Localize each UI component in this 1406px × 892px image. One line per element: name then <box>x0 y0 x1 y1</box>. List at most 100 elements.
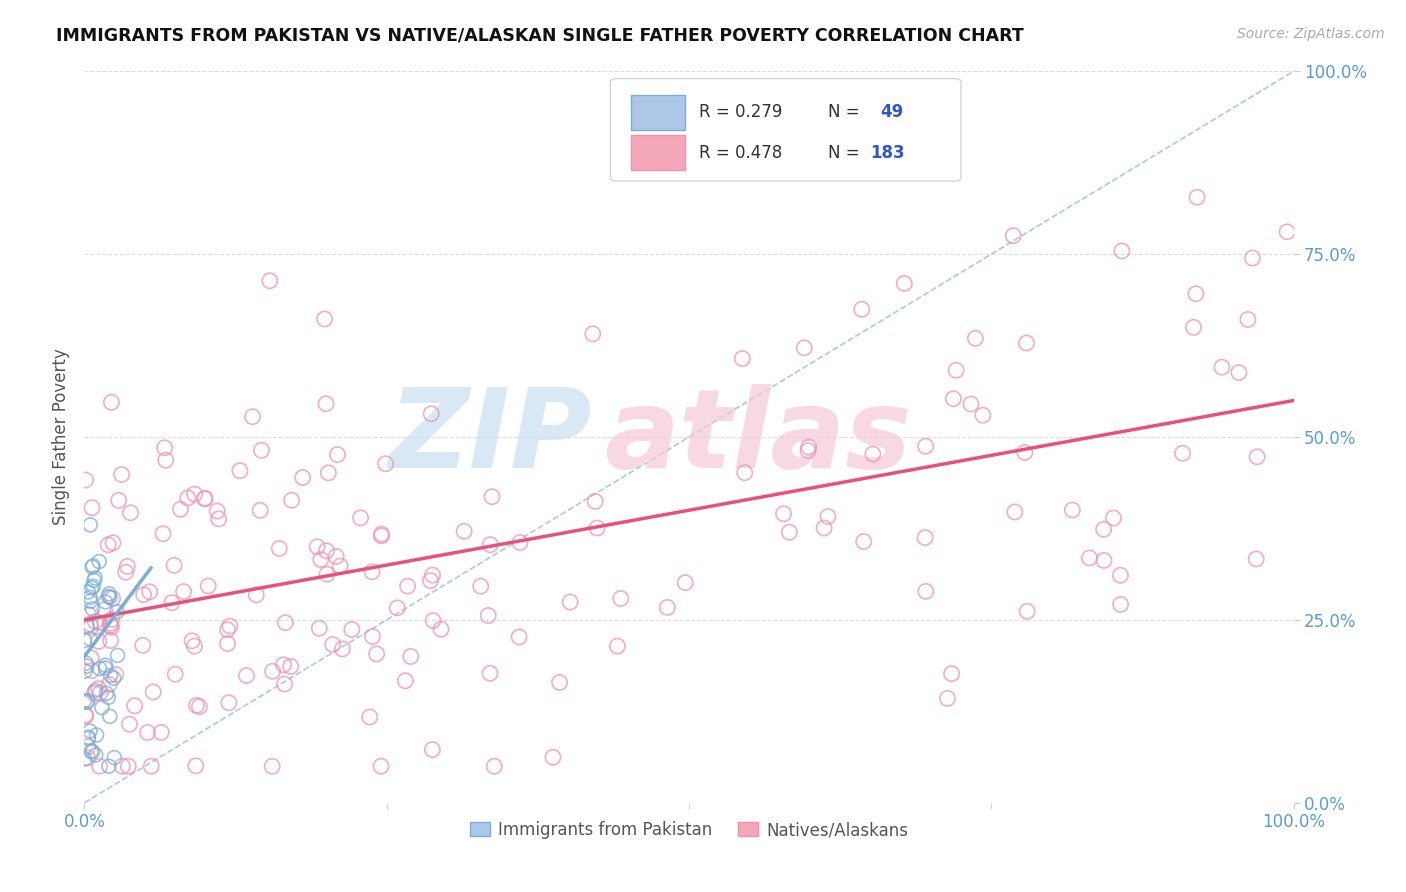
Point <box>1062 503 1084 517</box>
Point <box>75 656 97 670</box>
Point <box>97 759 120 773</box>
Point <box>132 638 155 652</box>
Point <box>103 671 125 685</box>
Point <box>893 277 915 291</box>
Point <box>322 638 344 652</box>
Point <box>387 600 409 615</box>
Legend: Immigrants from Pakistan, Natives/Alaskans: Immigrants from Pakistan, Natives/Alaska… <box>464 814 914 846</box>
Point <box>259 274 281 288</box>
Point <box>1111 244 1133 258</box>
Point <box>82 560 104 574</box>
Point <box>79 591 101 605</box>
Point <box>94 661 117 675</box>
Point <box>79 632 101 646</box>
Point <box>82 745 104 759</box>
Point <box>1109 598 1132 612</box>
Point <box>96 686 118 700</box>
Point <box>419 574 441 588</box>
Point <box>132 588 155 602</box>
Point <box>100 395 122 409</box>
Point <box>309 552 332 566</box>
Point <box>470 579 492 593</box>
Point <box>82 602 104 616</box>
Point <box>101 536 124 550</box>
Text: ZIP: ZIP <box>388 384 592 491</box>
Point <box>73 752 96 766</box>
Point <box>245 588 267 602</box>
Point <box>82 558 104 573</box>
Point <box>1109 568 1132 582</box>
Point <box>242 409 264 424</box>
Point <box>100 633 122 648</box>
Point <box>94 595 117 609</box>
Point <box>422 568 444 582</box>
Point <box>97 690 120 705</box>
Point <box>422 614 444 628</box>
Point <box>972 408 994 422</box>
Point <box>291 470 314 484</box>
Point <box>87 634 110 648</box>
Point <box>509 535 531 549</box>
Point <box>484 759 506 773</box>
Point <box>80 581 103 595</box>
Point <box>100 668 122 682</box>
Point <box>1092 553 1115 567</box>
Point <box>318 466 340 480</box>
Point <box>101 612 124 626</box>
Point <box>75 473 97 487</box>
Point <box>548 675 571 690</box>
Point <box>73 664 96 678</box>
Point <box>1275 225 1298 239</box>
Point <box>138 584 160 599</box>
Point <box>936 691 959 706</box>
Point <box>1017 604 1039 618</box>
Point <box>76 659 98 673</box>
Point <box>396 579 419 593</box>
Point <box>606 639 628 653</box>
Point <box>273 657 295 672</box>
Point <box>249 503 271 517</box>
Point <box>169 502 191 516</box>
Point <box>84 747 107 762</box>
Point <box>94 658 117 673</box>
Point <box>217 636 239 650</box>
Point <box>152 526 174 541</box>
Point <box>1244 552 1267 566</box>
Point <box>914 439 936 453</box>
Point <box>560 595 582 609</box>
Point <box>79 517 101 532</box>
Point <box>89 759 111 773</box>
Point <box>280 659 302 673</box>
Point <box>217 623 239 637</box>
Point <box>136 725 159 739</box>
Point <box>75 709 97 723</box>
Point <box>508 630 530 644</box>
Point <box>262 759 284 773</box>
Point <box>1241 251 1264 265</box>
Text: Source: ZipAtlas.com: Source: ZipAtlas.com <box>1237 27 1385 41</box>
Point <box>481 490 503 504</box>
Point <box>250 443 273 458</box>
Point <box>914 531 936 545</box>
Point <box>107 493 129 508</box>
Point <box>83 574 105 588</box>
Point <box>332 642 354 657</box>
Point <box>274 615 297 630</box>
Point <box>150 725 173 739</box>
Point <box>197 579 219 593</box>
Point <box>84 615 107 629</box>
Point <box>793 341 815 355</box>
Point <box>1078 551 1101 566</box>
Point <box>1211 360 1233 375</box>
Point <box>194 491 217 505</box>
Point <box>80 664 103 678</box>
Point <box>77 730 100 744</box>
Point <box>98 591 121 605</box>
Point <box>153 441 176 455</box>
Point <box>308 621 330 635</box>
Point <box>851 302 873 317</box>
Point <box>76 739 98 754</box>
Point <box>269 541 291 556</box>
Point <box>97 590 120 604</box>
Point <box>77 694 100 708</box>
